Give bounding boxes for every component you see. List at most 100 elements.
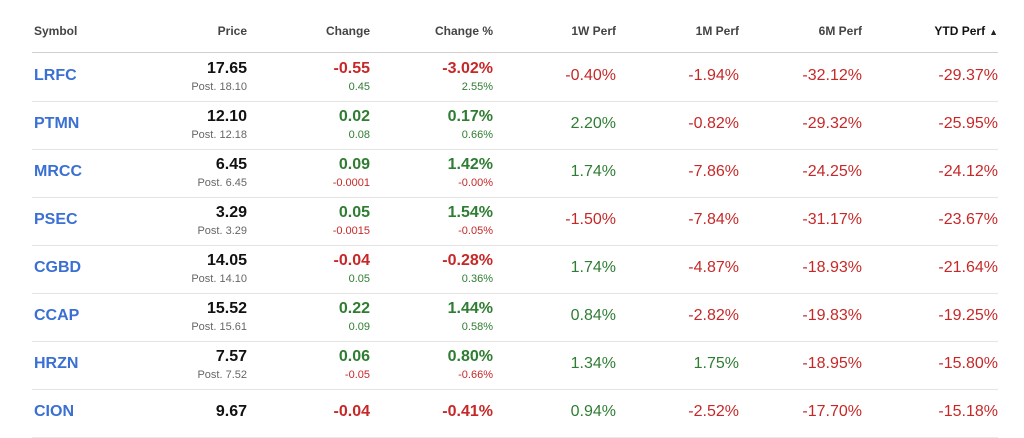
perf-ytd: -19.25% bbox=[938, 307, 998, 324]
perf-ytd: -15.80% bbox=[938, 355, 998, 372]
perf-6m: -17.70% bbox=[802, 403, 862, 420]
change-value: -0.04 bbox=[333, 252, 370, 269]
perf-1m: -7.86% bbox=[688, 163, 739, 180]
post-market-price: Post. 18.10 bbox=[191, 81, 247, 93]
perf-ytd: -23.67% bbox=[938, 211, 998, 228]
post-market-change: -0.0001 bbox=[332, 177, 370, 189]
perf-1w: 1.34% bbox=[570, 355, 616, 372]
table-row[interactable]: HRZN 7.57 Post. 7.52 0.06 -0.05 0.80% -0… bbox=[32, 341, 998, 390]
table-row[interactable]: CION 9.67 -0.04 -0.41% 0.94% -2.52% -17.… bbox=[32, 389, 998, 438]
post-market-change-percent: 0.58% bbox=[461, 321, 493, 333]
post-market-change-percent: 2.55% bbox=[461, 81, 493, 93]
table-row[interactable]: LRFC 17.65 Post. 18.10 -0.55 0.45 -3.02%… bbox=[32, 53, 998, 102]
symbol-link[interactable]: HRZN bbox=[34, 355, 79, 372]
perf-1m: -2.82% bbox=[688, 307, 739, 324]
symbol-link[interactable]: PTMN bbox=[34, 115, 80, 132]
post-market-price: Post. 15.61 bbox=[191, 321, 247, 333]
header-6m-perf[interactable]: 6M Perf bbox=[818, 24, 862, 38]
header-ytd-label: YTD Perf bbox=[934, 24, 986, 38]
post-market-change-percent: 0.36% bbox=[461, 273, 493, 285]
post-market-change: 0.09 bbox=[348, 321, 370, 333]
post-market-change: 0.05 bbox=[348, 273, 370, 285]
sort-ascending-icon: ▲ bbox=[989, 27, 998, 37]
header-ytd-perf[interactable]: YTD Perf ▲ bbox=[934, 24, 998, 38]
change-value: 0.02 bbox=[338, 108, 370, 125]
perf-ytd: -15.18% bbox=[938, 403, 998, 420]
post-market-change: -0.05 bbox=[344, 369, 370, 381]
header-symbol[interactable]: Symbol bbox=[34, 24, 78, 38]
header-price[interactable]: Price bbox=[217, 24, 247, 38]
symbol-link[interactable]: CGBD bbox=[34, 259, 82, 276]
table-row[interactable]: CGBD 14.05 Post. 14.10 -0.04 0.05 -0.28%… bbox=[32, 245, 998, 294]
change-percent-value: 1.42% bbox=[447, 156, 493, 173]
perf-1w: 1.74% bbox=[570, 163, 616, 180]
change-value: 0.09 bbox=[338, 156, 370, 173]
perf-6m: -19.83% bbox=[802, 307, 862, 324]
table-row[interactable]: MRCC 6.45 Post. 6.45 0.09 -0.0001 1.42% … bbox=[32, 149, 998, 198]
price-value: 17.65 bbox=[206, 60, 247, 77]
perf-1m: -7.84% bbox=[688, 211, 739, 228]
price-value: 14.05 bbox=[206, 252, 247, 269]
perf-ytd: -29.37% bbox=[938, 67, 998, 84]
post-market-price: Post. 3.29 bbox=[197, 225, 247, 237]
symbol-link[interactable]: PSEC bbox=[34, 211, 78, 228]
change-percent-value: 0.80% bbox=[447, 348, 493, 365]
perf-1m: -2.52% bbox=[688, 403, 739, 420]
post-market-change: 0.08 bbox=[348, 129, 370, 141]
price-value: 12.10 bbox=[206, 108, 247, 125]
symbol-link[interactable]: LRFC bbox=[34, 67, 77, 84]
header-1w-perf[interactable]: 1W Perf bbox=[571, 24, 616, 38]
perf-1w: 0.94% bbox=[570, 403, 616, 420]
perf-1w: 2.20% bbox=[570, 115, 616, 132]
change-value: 0.06 bbox=[338, 348, 370, 365]
table-row[interactable]: CCAP 15.52 Post. 15.61 0.22 0.09 1.44% 0… bbox=[32, 293, 998, 342]
perf-1m: -0.82% bbox=[688, 115, 739, 132]
symbol-link[interactable]: MRCC bbox=[34, 163, 82, 180]
price-value: 9.67 bbox=[215, 403, 247, 420]
header-change-pct[interactable]: Change % bbox=[434, 24, 493, 38]
change-percent-value: -3.02% bbox=[442, 60, 493, 77]
post-market-price: Post. 12.18 bbox=[191, 129, 247, 141]
post-market-price: Post. 14.10 bbox=[191, 273, 247, 285]
change-percent-value: -0.28% bbox=[442, 252, 493, 269]
perf-6m: -18.95% bbox=[802, 355, 862, 372]
change-value: 0.05 bbox=[338, 204, 370, 221]
symbol-link[interactable]: CCAP bbox=[34, 307, 80, 324]
symbol-link[interactable]: CION bbox=[34, 403, 74, 420]
perf-ytd: -24.12% bbox=[938, 163, 998, 180]
post-market-change-percent: -0.05% bbox=[458, 225, 493, 237]
perf-6m: -24.25% bbox=[802, 163, 862, 180]
perf-1m: -4.87% bbox=[688, 259, 739, 276]
perf-6m: -29.32% bbox=[802, 115, 862, 132]
perf-6m: -31.17% bbox=[802, 211, 862, 228]
post-market-change: 0.45 bbox=[348, 81, 370, 93]
table-row[interactable]: PTMN 12.10 Post. 12.18 0.02 0.08 0.17% 0… bbox=[32, 101, 998, 150]
perf-ytd: -21.64% bbox=[938, 259, 998, 276]
perf-1w: 1.74% bbox=[570, 259, 616, 276]
change-percent-value: 0.17% bbox=[447, 108, 493, 125]
header-1m-perf[interactable]: 1M Perf bbox=[695, 24, 739, 38]
perf-1w: -0.40% bbox=[565, 67, 616, 84]
perf-6m: -18.93% bbox=[802, 259, 862, 276]
perf-1m: 1.75% bbox=[693, 355, 739, 372]
perf-1w: -1.50% bbox=[565, 211, 616, 228]
perf-1w: 0.84% bbox=[570, 307, 616, 324]
change-percent-value: -0.41% bbox=[442, 403, 493, 420]
post-market-change-percent: 0.66% bbox=[461, 129, 493, 141]
header-change[interactable]: Change bbox=[325, 24, 370, 38]
price-value: 15.52 bbox=[206, 300, 247, 317]
price-value: 3.29 bbox=[215, 204, 247, 221]
post-market-price: Post. 7.52 bbox=[197, 369, 247, 381]
perf-ytd: -25.95% bbox=[938, 115, 998, 132]
post-market-change-percent: -0.00% bbox=[458, 177, 493, 189]
table-row[interactable]: PSEC 3.29 Post. 3.29 0.05 -0.0015 1.54% … bbox=[32, 197, 998, 246]
perf-6m: -32.12% bbox=[802, 67, 862, 84]
change-value: -0.04 bbox=[333, 403, 370, 420]
price-value: 7.57 bbox=[215, 348, 247, 365]
change-percent-value: 1.44% bbox=[447, 300, 493, 317]
post-market-price: Post. 6.45 bbox=[197, 177, 247, 189]
post-market-change: -0.0015 bbox=[332, 225, 370, 237]
post-market-change-percent: -0.66% bbox=[458, 369, 493, 381]
table-header: Symbol Price Change Change % 1W Perf 1M … bbox=[32, 12, 998, 53]
